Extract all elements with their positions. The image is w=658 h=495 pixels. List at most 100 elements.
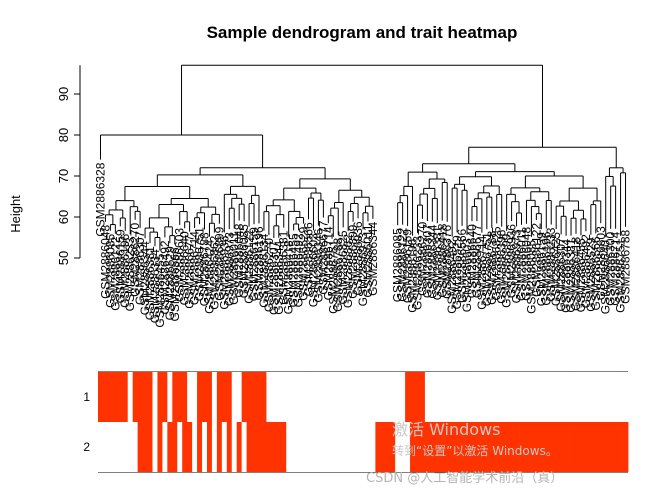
credit-watermark: CSDN @人工智能学术前沿（真） <box>366 471 564 486</box>
heatmap-cell-row-2 <box>499 422 505 472</box>
heatmap-cell-row-2 <box>281 422 287 472</box>
sample-label: GSM2886529 <box>163 246 177 320</box>
heatmap-cell-row-2 <box>271 422 277 472</box>
heatmap-cell-row-1 <box>578 372 584 422</box>
sample-label: GSM2886270 <box>262 238 276 312</box>
heatmap-cell-row-1 <box>127 372 134 422</box>
heatmap-cell-row-2 <box>523 422 530 472</box>
heatmap-cell-row-2 <box>528 422 535 472</box>
heatmap-cell-row-2 <box>548 422 555 472</box>
heatmap-cell-row-1 <box>543 372 550 422</box>
heatmap-cell-row-2 <box>568 422 574 472</box>
heatmap-cell-row-2 <box>157 422 163 472</box>
sample-label: GSM2886048 <box>98 225 112 299</box>
heatmap-cell-row-2 <box>296 422 302 472</box>
heatmap-cell-row-2 <box>221 422 228 472</box>
heatmap-cell-row-2 <box>444 422 451 472</box>
heatmap-cell-row-1 <box>187 372 193 422</box>
heatmap-cell-row-2 <box>251 422 257 472</box>
heatmap-cell-row-1 <box>533 372 540 422</box>
sample-label: GSM2886825 <box>336 230 350 304</box>
heatmap-cell-row-2 <box>598 422 604 472</box>
sample-label: GSM2886492 <box>445 239 459 313</box>
heatmap-cell-row-1 <box>251 372 257 422</box>
heatmap-cell-row-1 <box>568 372 574 422</box>
sample-label: GSM2886300 <box>604 232 618 306</box>
heatmap-cell-row-1 <box>390 372 396 422</box>
sample-label: GSM2886122 <box>242 229 256 303</box>
sample-label: GSM2886048 <box>519 227 533 301</box>
heatmap-cell-row-2 <box>231 422 238 472</box>
heatmap-cell-row-1 <box>380 372 386 422</box>
heatmap-cell-row-1 <box>598 372 604 422</box>
sample-label: GSM2886751 <box>480 232 494 306</box>
heatmap-cell-row-2 <box>563 422 569 472</box>
heatmap-cell-row-2 <box>479 422 485 472</box>
heatmap-cell-row-2 <box>593 422 599 472</box>
y-axis-label: Height <box>8 195 23 233</box>
heatmap-cell-row-2 <box>122 422 129 472</box>
heatmap-cell-row-2 <box>375 422 381 472</box>
heatmap-cell-row-2 <box>216 422 223 472</box>
heatmap-cell-row-2 <box>578 422 584 472</box>
heatmap-cell-row-1 <box>231 372 238 422</box>
sample-label: GSM2886048 <box>232 223 246 297</box>
sample-label: GSM2886603 <box>594 226 608 300</box>
heatmap-cell-row-2 <box>533 422 540 472</box>
sample-label: GSM2886159 <box>534 232 548 306</box>
heatmap-cell-row-1 <box>102 372 109 422</box>
heatmap-cell-row-2 <box>236 422 243 472</box>
sample-label: GSM2886492 <box>158 240 172 314</box>
heatmap-cell-row-1 <box>330 372 337 422</box>
sample-label: GSM2886425 <box>549 232 563 306</box>
sample-label: GSM2886455 <box>153 253 167 327</box>
heatmap-cell-row-2 <box>177 422 183 472</box>
heatmap-cell-row-2 <box>355 422 361 472</box>
sample-label: GSM2886418 <box>569 236 583 310</box>
sample-label: GSM2886011 <box>361 224 375 297</box>
sample-label: GSM2886196 <box>539 231 553 305</box>
heatmap-cell-row-2 <box>167 422 173 472</box>
heatmap-cell-row-1 <box>211 372 218 422</box>
sample-label: GSM2886751 <box>193 227 207 301</box>
heatmap-cell-row-1 <box>206 372 213 422</box>
heatmap-cell-row-2 <box>340 422 347 472</box>
sample-label: GSM2886011 <box>227 231 241 304</box>
sample-label: GSM2886455 <box>574 238 588 312</box>
y-tick-label: 60 <box>56 210 71 224</box>
heatmap-cell-row-1 <box>479 372 485 422</box>
heatmap-cell-row-2 <box>241 422 247 472</box>
heatmap-cell-row-2 <box>256 422 262 472</box>
heatmap-cell-row-1 <box>415 372 421 422</box>
heatmap-cell-row-1 <box>429 372 436 422</box>
heatmap-cell-row-2 <box>509 422 515 472</box>
sample-label: GSM2886122 <box>396 227 410 301</box>
sample-label: GSM2886862 <box>207 235 221 309</box>
heatmap-cell-row-2 <box>102 422 109 472</box>
sample-label: GSM2886381 <box>277 230 291 304</box>
heatmap-cell-row-2 <box>608 422 614 472</box>
heatmap-cell-row-2 <box>226 422 233 472</box>
heatmap-cell-row-1 <box>375 372 381 422</box>
sample-label: GSM2886159 <box>113 229 127 303</box>
heatmap-cell-row-1 <box>613 372 619 422</box>
sample-label: GSM2886085 <box>391 228 405 302</box>
sample-label: GSM2886196 <box>406 238 420 312</box>
heatmap-cell-row-1 <box>197 372 203 422</box>
sample-label: GSM2886566 <box>168 247 182 321</box>
heatmap-cell-row-1 <box>528 372 535 422</box>
heatmap-cell-row-1 <box>266 372 272 422</box>
heatmap-cell-row-2 <box>543 422 550 472</box>
heatmap-cell-row-1 <box>167 372 173 422</box>
heatmap-cell-row-2 <box>434 422 441 472</box>
heatmap-cell-row-2 <box>107 422 114 472</box>
heatmap-cell-row-1 <box>464 372 470 422</box>
heatmap-cell-row-1 <box>523 372 530 422</box>
heatmap-cell-row-2 <box>573 422 579 472</box>
heatmap-cell-row-1 <box>261 372 267 422</box>
heatmap-cell-row-1 <box>494 372 500 422</box>
sample-label: GSM2886344 <box>366 222 380 296</box>
heatmap-cell-row-1 <box>152 372 158 422</box>
heatmap-cell-row-1 <box>310 372 317 422</box>
